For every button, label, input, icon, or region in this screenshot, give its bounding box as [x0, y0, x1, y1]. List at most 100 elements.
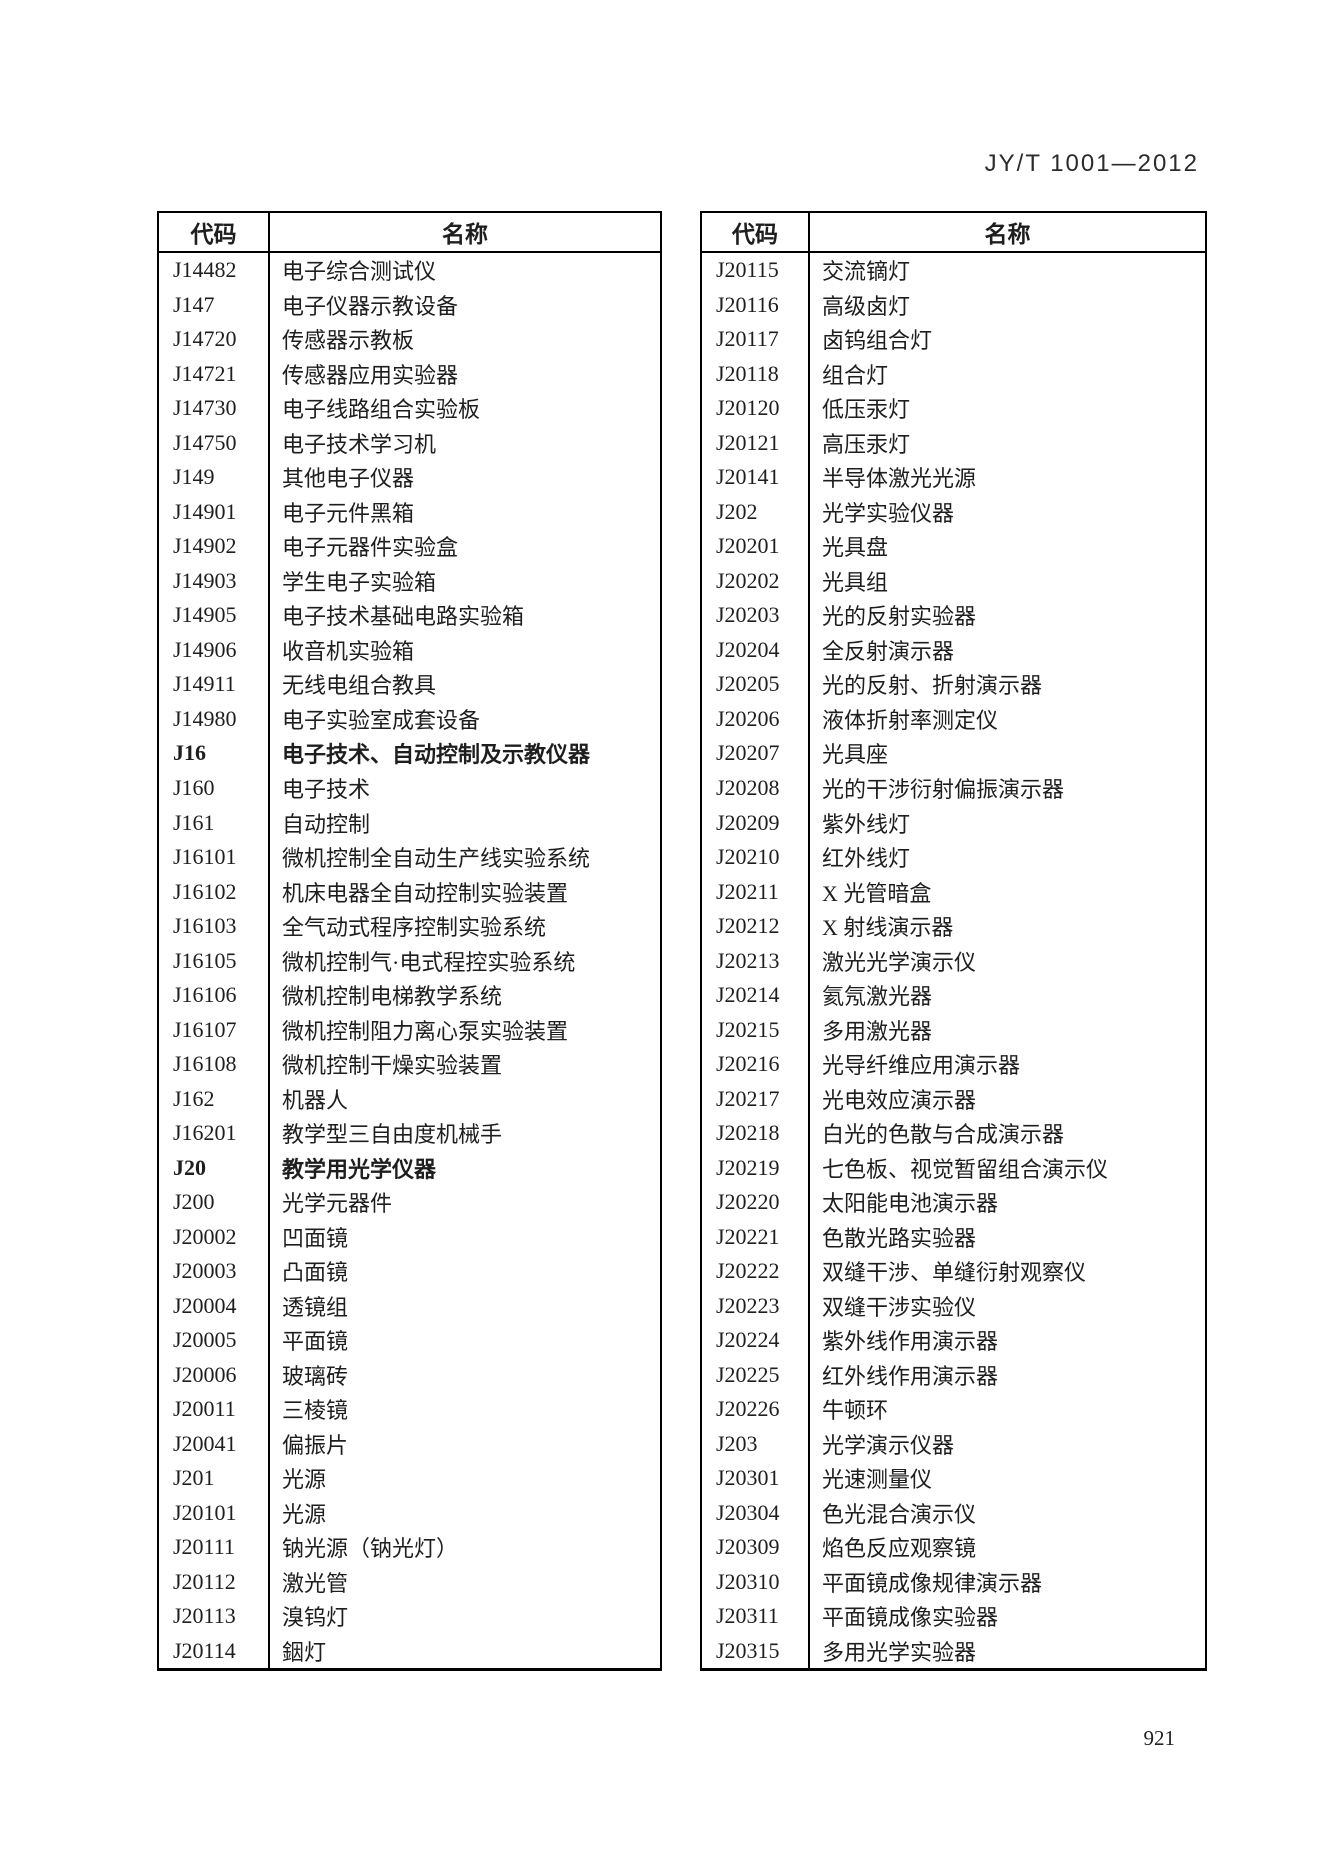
code-cell: J20209 [702, 805, 810, 840]
code-cell: J14911 [159, 667, 270, 702]
code-cell: J200 [159, 1184, 270, 1220]
code-cell: J20002 [159, 1219, 270, 1254]
table-row: J20116 高级卤灯 [702, 287, 1205, 323]
table-row: J203 光学演示仪器 [702, 1426, 1205, 1462]
code-cell: J20113 [159, 1599, 270, 1634]
table-row: J14721 传感器应用实验器 [159, 356, 660, 392]
name-cell: 电子技术 [282, 776, 371, 802]
name-cell: 半导体激光光源 [822, 466, 977, 492]
code-cell: J20115 [702, 253, 810, 288]
name-cell: 双缝干涉、单缝衍射观察仪 [822, 1260, 1087, 1286]
name-cell: 学生电子实验箱 [282, 569, 437, 595]
table-row: J20226 牛顿环 [702, 1392, 1205, 1427]
table-row: J20011 三棱镜 [159, 1392, 660, 1427]
code-cell: J16102 [159, 874, 270, 909]
name-cell: 电子线路组合实验板 [282, 397, 481, 423]
table-row: J20225 红外线作用演示器 [702, 1357, 1205, 1393]
table-row: J20208 光的干涉衍射偏振演示器 [702, 770, 1205, 806]
table-row: J20311 平面镜成像实验器 [702, 1599, 1205, 1634]
code-cell: J14905 [159, 598, 270, 633]
table-row: J20204 全反射演示器 [702, 632, 1205, 668]
name-cell: 微机控制电梯教学系统 [282, 984, 503, 1010]
table-row: J20301 光速测量仪 [702, 1461, 1205, 1496]
code-cell: J20205 [702, 667, 810, 702]
code-cell: J20006 [159, 1357, 270, 1393]
table-row: J16101 微机控制全自动生产线实验系统 [159, 839, 660, 875]
name-cell: 紫外线作用演示器 [822, 1329, 999, 1355]
table-row: J20203 光的反射实验器 [702, 598, 1205, 633]
name-cell: 色散光路实验器 [822, 1225, 977, 1251]
name-cell: 偏振片 [282, 1432, 349, 1458]
code-cell: J14730 [159, 391, 270, 426]
table-row: J20217 光电效应演示器 [702, 1081, 1205, 1116]
name-cell: 液体折射率测定仪 [822, 707, 999, 733]
name-cell: 溴钨灯 [282, 1605, 349, 1631]
table-row: J16201 教学型三自由度机械手 [159, 1115, 660, 1151]
code-cell: J14750 [159, 425, 270, 461]
name-cell: X 射线演示器 [822, 915, 954, 941]
table-row: J20003 凸面镜 [159, 1253, 660, 1289]
table-row: J20004 透镜组 [159, 1288, 660, 1323]
code-cell: J16105 [159, 943, 270, 978]
code-cell: J20225 [702, 1357, 810, 1393]
standard-number: JY/T 1001—2012 [984, 150, 1199, 177]
name-cell: 卤钨组合灯 [822, 328, 933, 354]
table-row: J16108 微机控制干燥实验装置 [159, 1046, 660, 1082]
code-cell: J20121 [702, 425, 810, 461]
name-cell: 教学型三自由度机械手 [282, 1122, 503, 1148]
name-cell: 光学实验仪器 [822, 500, 955, 526]
code-cell: J161 [159, 805, 270, 840]
code-cell: J16101 [159, 839, 270, 875]
table-row: J16106 微机控制电梯教学系统 [159, 977, 660, 1013]
name-cell: 无线电组合教具 [282, 673, 437, 699]
table-row: J20224 紫外线作用演示器 [702, 1322, 1205, 1358]
code-cell: J14482 [159, 253, 270, 288]
name-cell: 平面镜 [282, 1329, 349, 1355]
table-row: J14902 电子元器件实验盒 [159, 529, 660, 564]
code-cell: J20101 [159, 1495, 270, 1531]
name-cell: 透镜组 [282, 1294, 349, 1320]
name-cell: 七色板、视觉暂留组合演示仪 [822, 1156, 1109, 1182]
table-row: J20219 七色板、视觉暂留组合演示仪 [702, 1150, 1205, 1185]
name-cell: 光速测量仪 [822, 1467, 933, 1493]
table-row: J20006 玻璃砖 [159, 1357, 660, 1393]
table-row: J162 机器人 [159, 1081, 660, 1116]
code-cell: J20315 [702, 1633, 810, 1669]
code-cell: J20222 [702, 1253, 810, 1289]
name-cell: 光电效应演示器 [822, 1087, 977, 1113]
code-cell: J20220 [702, 1184, 810, 1220]
name-cell: 光的反射实验器 [822, 604, 977, 630]
code-cell: J201 [159, 1461, 270, 1496]
name-cell: 氦氖激光器 [822, 984, 933, 1010]
name-column-header: 名称 [984, 221, 1031, 247]
code-cell: J16107 [159, 1012, 270, 1047]
name-cell: 教学用光学仪器 [282, 1156, 437, 1182]
table-row: J20309 焰色反应观察镜 [702, 1530, 1205, 1565]
code-cell: J20118 [702, 356, 810, 392]
name-cell: 光具盘 [822, 535, 889, 561]
name-cell: 电子实验室成套设备 [282, 707, 481, 733]
name-cell: 光导纤维应用演示器 [822, 1053, 1021, 1079]
code-cell: J20117 [702, 322, 810, 357]
table-row: J20223 双缝干涉实验仪 [702, 1288, 1205, 1323]
name-cell: 电子元器件实验盒 [282, 535, 459, 561]
table-row: J20218 白光的色散与合成演示器 [702, 1115, 1205, 1151]
table-header-row: 代码 名称 [159, 213, 660, 253]
code-cell: J202 [702, 494, 810, 530]
table-row: J14720 传感器示教板 [159, 322, 660, 357]
table-row: J16103 全气动式程序控制实验系统 [159, 908, 660, 944]
name-cell: 电子元件黑箱 [282, 500, 415, 526]
name-cell: 微机控制阻力离心泵实验装置 [282, 1018, 569, 1044]
code-cell: J14980 [159, 701, 270, 737]
code-cell: J16106 [159, 977, 270, 1013]
table-row: J149 其他电子仪器 [159, 460, 660, 495]
code-cell: J20203 [702, 598, 810, 633]
table-row: J202 光学实验仪器 [702, 494, 1205, 530]
table-row: J20209 紫外线灯 [702, 805, 1205, 840]
name-cell: 光具组 [822, 569, 889, 595]
name-cell: 电子技术、自动控制及示教仪器 [282, 742, 591, 768]
name-cell: 传感器应用实验器 [282, 362, 459, 388]
name-cell: 高级卤灯 [822, 293, 911, 319]
name-cell: 白光的色散与合成演示器 [822, 1122, 1065, 1148]
code-cell: J14903 [159, 563, 270, 599]
